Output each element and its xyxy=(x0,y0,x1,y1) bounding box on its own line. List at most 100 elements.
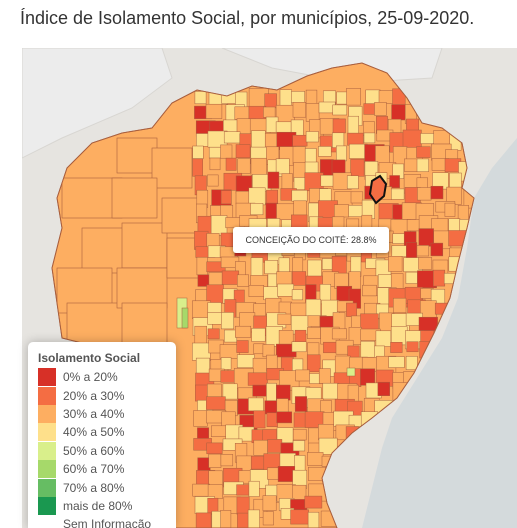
municipality[interactable] xyxy=(347,132,364,146)
municipality[interactable] xyxy=(250,203,264,216)
municipality[interactable] xyxy=(307,452,324,466)
choropleth-map[interactable]: CONCEIÇÃO DO COITÉ: 28.8% xyxy=(22,48,517,528)
municipality[interactable] xyxy=(404,158,419,172)
municipality[interactable] xyxy=(194,325,207,345)
municipality[interactable] xyxy=(291,341,307,353)
municipality[interactable] xyxy=(277,283,294,297)
municipality[interactable] xyxy=(267,439,283,453)
municipality[interactable] xyxy=(266,382,277,403)
municipality[interactable] xyxy=(121,302,168,344)
municipality[interactable] xyxy=(318,437,338,455)
municipality[interactable] xyxy=(322,382,340,400)
municipality[interactable] xyxy=(207,328,220,340)
municipality[interactable] xyxy=(332,132,345,148)
municipality[interactable] xyxy=(264,400,278,415)
map-canvas[interactable] xyxy=(22,48,517,528)
municipality[interactable] xyxy=(277,466,296,482)
municipality[interactable] xyxy=(195,357,210,374)
municipality[interactable] xyxy=(360,340,376,358)
municipality[interactable] xyxy=(278,330,294,345)
municipality[interactable] xyxy=(197,427,209,440)
municipality[interactable] xyxy=(292,134,308,147)
municipality[interactable] xyxy=(236,484,250,496)
municipality[interactable] xyxy=(416,158,429,172)
municipality[interactable] xyxy=(192,145,204,159)
municipality[interactable] xyxy=(251,328,266,342)
municipality[interactable] xyxy=(221,312,234,330)
municipality[interactable] xyxy=(393,297,407,313)
highlighted-municipality[interactable] xyxy=(368,174,388,205)
municipality[interactable] xyxy=(389,175,400,189)
municipality[interactable] xyxy=(205,103,223,119)
municipality[interactable] xyxy=(207,312,222,325)
municipality[interactable] xyxy=(350,191,364,204)
municipality[interactable] xyxy=(350,159,365,177)
municipality[interactable] xyxy=(151,147,193,189)
municipality[interactable] xyxy=(220,190,232,205)
municipality[interactable] xyxy=(210,215,228,236)
municipality[interactable] xyxy=(267,171,280,189)
municipality[interactable] xyxy=(265,202,279,220)
municipality[interactable] xyxy=(304,172,324,192)
municipality[interactable] xyxy=(347,115,359,134)
municipality[interactable] xyxy=(292,484,307,501)
municipality[interactable] xyxy=(276,384,291,401)
municipality[interactable] xyxy=(248,397,264,412)
municipality[interactable] xyxy=(290,509,309,525)
municipality[interactable] xyxy=(275,158,290,175)
municipality[interactable] xyxy=(318,146,332,157)
municipality[interactable] xyxy=(323,341,338,354)
municipality[interactable] xyxy=(251,130,266,150)
municipality[interactable] xyxy=(405,271,418,284)
municipality[interactable] xyxy=(291,91,305,104)
municipality[interactable] xyxy=(291,189,308,202)
municipality[interactable] xyxy=(192,342,211,361)
municipality[interactable] xyxy=(250,157,267,176)
municipality[interactable] xyxy=(418,257,433,270)
municipality[interactable] xyxy=(377,381,390,396)
municipality[interactable] xyxy=(305,103,320,122)
municipality[interactable] xyxy=(250,257,264,278)
municipality[interactable] xyxy=(208,470,223,486)
municipality[interactable] xyxy=(346,302,357,317)
municipality[interactable] xyxy=(220,454,234,467)
municipality[interactable] xyxy=(193,410,208,427)
municipality[interactable] xyxy=(237,158,251,174)
municipality[interactable] xyxy=(375,330,392,347)
municipality[interactable] xyxy=(360,313,379,331)
municipality[interactable] xyxy=(192,158,203,177)
municipality[interactable] xyxy=(206,284,224,304)
municipality[interactable] xyxy=(194,91,207,105)
municipality[interactable] xyxy=(390,342,403,353)
municipality[interactable] xyxy=(304,148,317,164)
municipality[interactable] xyxy=(253,343,265,355)
municipality[interactable] xyxy=(346,367,356,377)
municipality[interactable] xyxy=(306,354,321,373)
municipality[interactable] xyxy=(334,204,350,218)
municipality[interactable] xyxy=(207,174,219,187)
municipality[interactable] xyxy=(304,495,323,509)
municipality[interactable] xyxy=(221,411,236,427)
municipality[interactable] xyxy=(305,298,322,318)
municipality[interactable] xyxy=(262,495,277,511)
municipality[interactable] xyxy=(206,442,223,455)
municipality[interactable] xyxy=(332,118,346,134)
municipality[interactable] xyxy=(236,340,249,353)
municipality[interactable] xyxy=(66,302,128,344)
municipality[interactable] xyxy=(248,480,260,497)
municipality[interactable] xyxy=(224,329,238,343)
municipality[interactable] xyxy=(292,102,307,118)
municipality[interactable] xyxy=(331,255,347,275)
municipality[interactable] xyxy=(390,273,404,290)
municipality[interactable] xyxy=(444,202,456,217)
municipality[interactable] xyxy=(276,411,293,424)
municipality[interactable] xyxy=(331,328,347,340)
municipality[interactable] xyxy=(206,396,226,410)
municipality[interactable] xyxy=(192,483,210,497)
municipality[interactable] xyxy=(292,440,306,452)
municipality[interactable] xyxy=(293,177,306,190)
municipality[interactable] xyxy=(263,286,279,301)
municipality[interactable] xyxy=(116,137,158,174)
municipality[interactable] xyxy=(417,187,432,201)
municipality[interactable] xyxy=(209,120,225,133)
